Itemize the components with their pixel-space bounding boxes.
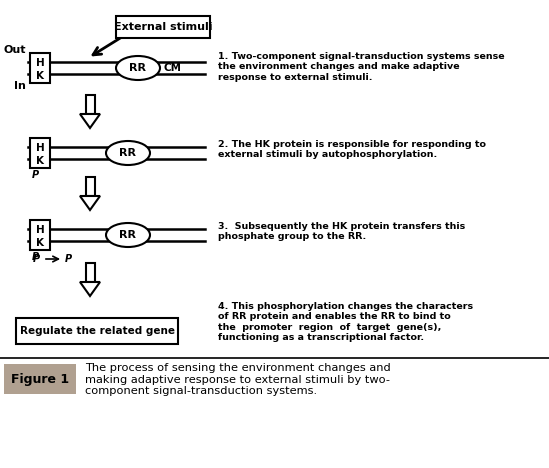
Text: Out: Out — [3, 45, 26, 55]
Text: RR: RR — [130, 63, 147, 73]
Text: H: H — [36, 143, 44, 153]
Text: P: P — [32, 170, 39, 180]
Bar — [30, 220, 50, 250]
FancyBboxPatch shape — [16, 318, 178, 344]
Text: 3.  Subsequently the HK protein transfers this
phosphate group to the RR.: 3. Subsequently the HK protein transfers… — [218, 222, 465, 241]
Text: In: In — [14, 81, 26, 91]
Polygon shape — [80, 114, 100, 128]
Bar — [86, 177, 94, 196]
Text: H: H — [36, 58, 44, 68]
Polygon shape — [80, 196, 100, 210]
Text: P: P — [32, 252, 39, 262]
Text: CM: CM — [163, 63, 181, 73]
Text: RR: RR — [120, 148, 137, 158]
Text: Regulate the related gene: Regulate the related gene — [20, 326, 175, 336]
Text: K: K — [36, 156, 44, 166]
Text: External stimuli: External stimuli — [114, 22, 212, 32]
Bar — [4, 364, 76, 394]
Text: K: K — [36, 238, 44, 248]
Ellipse shape — [116, 56, 160, 80]
Ellipse shape — [106, 223, 150, 247]
Text: 1. Two-component signal-transduction systems sense
the environment changes and m: 1. Two-component signal-transduction sys… — [218, 52, 505, 82]
Polygon shape — [80, 282, 100, 296]
FancyBboxPatch shape — [116, 16, 210, 38]
Text: P: P — [33, 254, 40, 264]
Ellipse shape — [106, 141, 150, 165]
Text: K: K — [36, 71, 44, 81]
Bar — [30, 53, 50, 83]
Text: Figure 1: Figure 1 — [11, 373, 69, 386]
Text: H: H — [36, 225, 44, 235]
Text: P: P — [65, 254, 72, 264]
Text: 2. The HK protein is responsible for responding to
external stimuli by autophosp: 2. The HK protein is responsible for res… — [218, 140, 486, 160]
Bar — [30, 138, 50, 168]
Text: 4. This phosphorylation changes the characters
of RR protein and enables the RR : 4. This phosphorylation changes the char… — [218, 302, 473, 342]
Text: The process of sensing the environment changes and
making adaptive response to e: The process of sensing the environment c… — [85, 363, 391, 396]
Bar — [86, 95, 94, 114]
Text: RR: RR — [120, 230, 137, 240]
Bar — [86, 263, 94, 282]
